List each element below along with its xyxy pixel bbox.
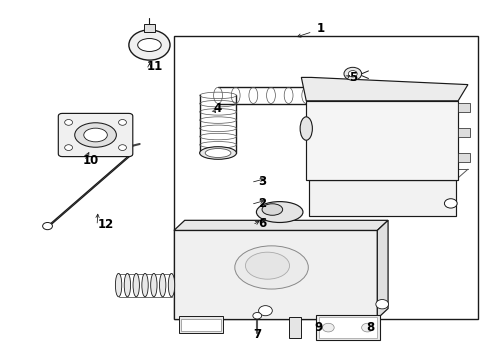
Circle shape (259, 306, 272, 316)
Ellipse shape (142, 273, 148, 297)
Ellipse shape (205, 149, 231, 158)
Circle shape (65, 120, 73, 125)
FancyBboxPatch shape (58, 113, 133, 157)
Bar (289, 317, 301, 338)
Ellipse shape (169, 273, 174, 297)
Bar (144, 24, 155, 32)
Ellipse shape (235, 246, 308, 289)
Text: 11: 11 (146, 60, 163, 73)
Ellipse shape (300, 117, 313, 140)
Ellipse shape (200, 147, 237, 159)
Ellipse shape (138, 39, 161, 51)
Ellipse shape (151, 273, 157, 297)
Text: 7: 7 (253, 328, 261, 341)
Ellipse shape (74, 123, 117, 147)
Text: 3: 3 (258, 175, 266, 188)
Ellipse shape (245, 252, 290, 279)
Text: 6: 6 (258, 217, 266, 230)
Ellipse shape (256, 202, 303, 222)
Bar (179, 316, 223, 333)
Ellipse shape (116, 273, 122, 297)
Polygon shape (301, 77, 468, 101)
Polygon shape (377, 220, 388, 319)
Circle shape (344, 67, 362, 80)
Bar (309, 180, 456, 216)
Text: 4: 4 (214, 102, 222, 114)
Text: 5: 5 (349, 71, 357, 84)
Ellipse shape (262, 204, 283, 215)
Bar (458, 153, 470, 162)
Text: 12: 12 (97, 219, 114, 231)
Text: 1: 1 (317, 22, 325, 35)
Text: 10: 10 (82, 154, 99, 167)
Bar (458, 128, 470, 137)
Circle shape (43, 222, 52, 230)
Ellipse shape (84, 128, 107, 142)
Bar (174, 230, 377, 319)
Circle shape (362, 323, 373, 332)
Circle shape (65, 145, 73, 150)
Bar (318, 317, 377, 338)
Circle shape (348, 71, 357, 77)
Circle shape (253, 312, 262, 319)
Ellipse shape (159, 273, 166, 297)
Ellipse shape (133, 273, 139, 297)
Text: 8: 8 (366, 321, 374, 334)
Circle shape (322, 323, 334, 332)
Ellipse shape (124, 273, 130, 297)
Circle shape (129, 30, 170, 60)
Bar (181, 319, 221, 331)
Bar (306, 101, 458, 180)
Bar (316, 315, 380, 340)
Text: 9: 9 (315, 321, 322, 334)
Text: 2: 2 (258, 197, 266, 210)
Circle shape (444, 199, 457, 208)
Bar (174, 36, 478, 319)
Bar (458, 103, 470, 112)
Circle shape (119, 145, 126, 150)
Circle shape (119, 120, 126, 125)
Circle shape (376, 300, 389, 309)
Polygon shape (174, 220, 388, 230)
